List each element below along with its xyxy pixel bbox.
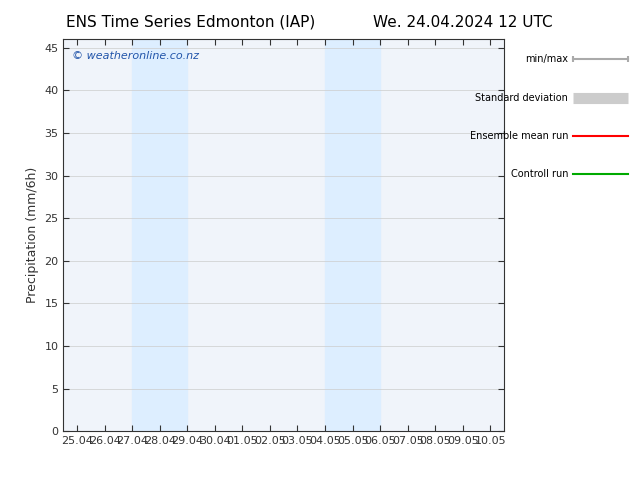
- Text: We. 24.04.2024 12 UTC: We. 24.04.2024 12 UTC: [373, 15, 553, 30]
- Text: ENS Time Series Edmonton (IAP): ENS Time Series Edmonton (IAP): [65, 15, 315, 30]
- Text: Controll run: Controll run: [511, 169, 568, 179]
- Text: Standard deviation: Standard deviation: [476, 93, 568, 102]
- Text: Ensemble mean run: Ensemble mean run: [470, 131, 568, 141]
- Bar: [325, 39, 380, 431]
- Text: min/max: min/max: [525, 54, 568, 64]
- Text: © weatheronline.co.nz: © weatheronline.co.nz: [72, 51, 199, 61]
- Bar: [133, 39, 187, 431]
- Y-axis label: Precipitation (mm/6h): Precipitation (mm/6h): [26, 167, 39, 303]
